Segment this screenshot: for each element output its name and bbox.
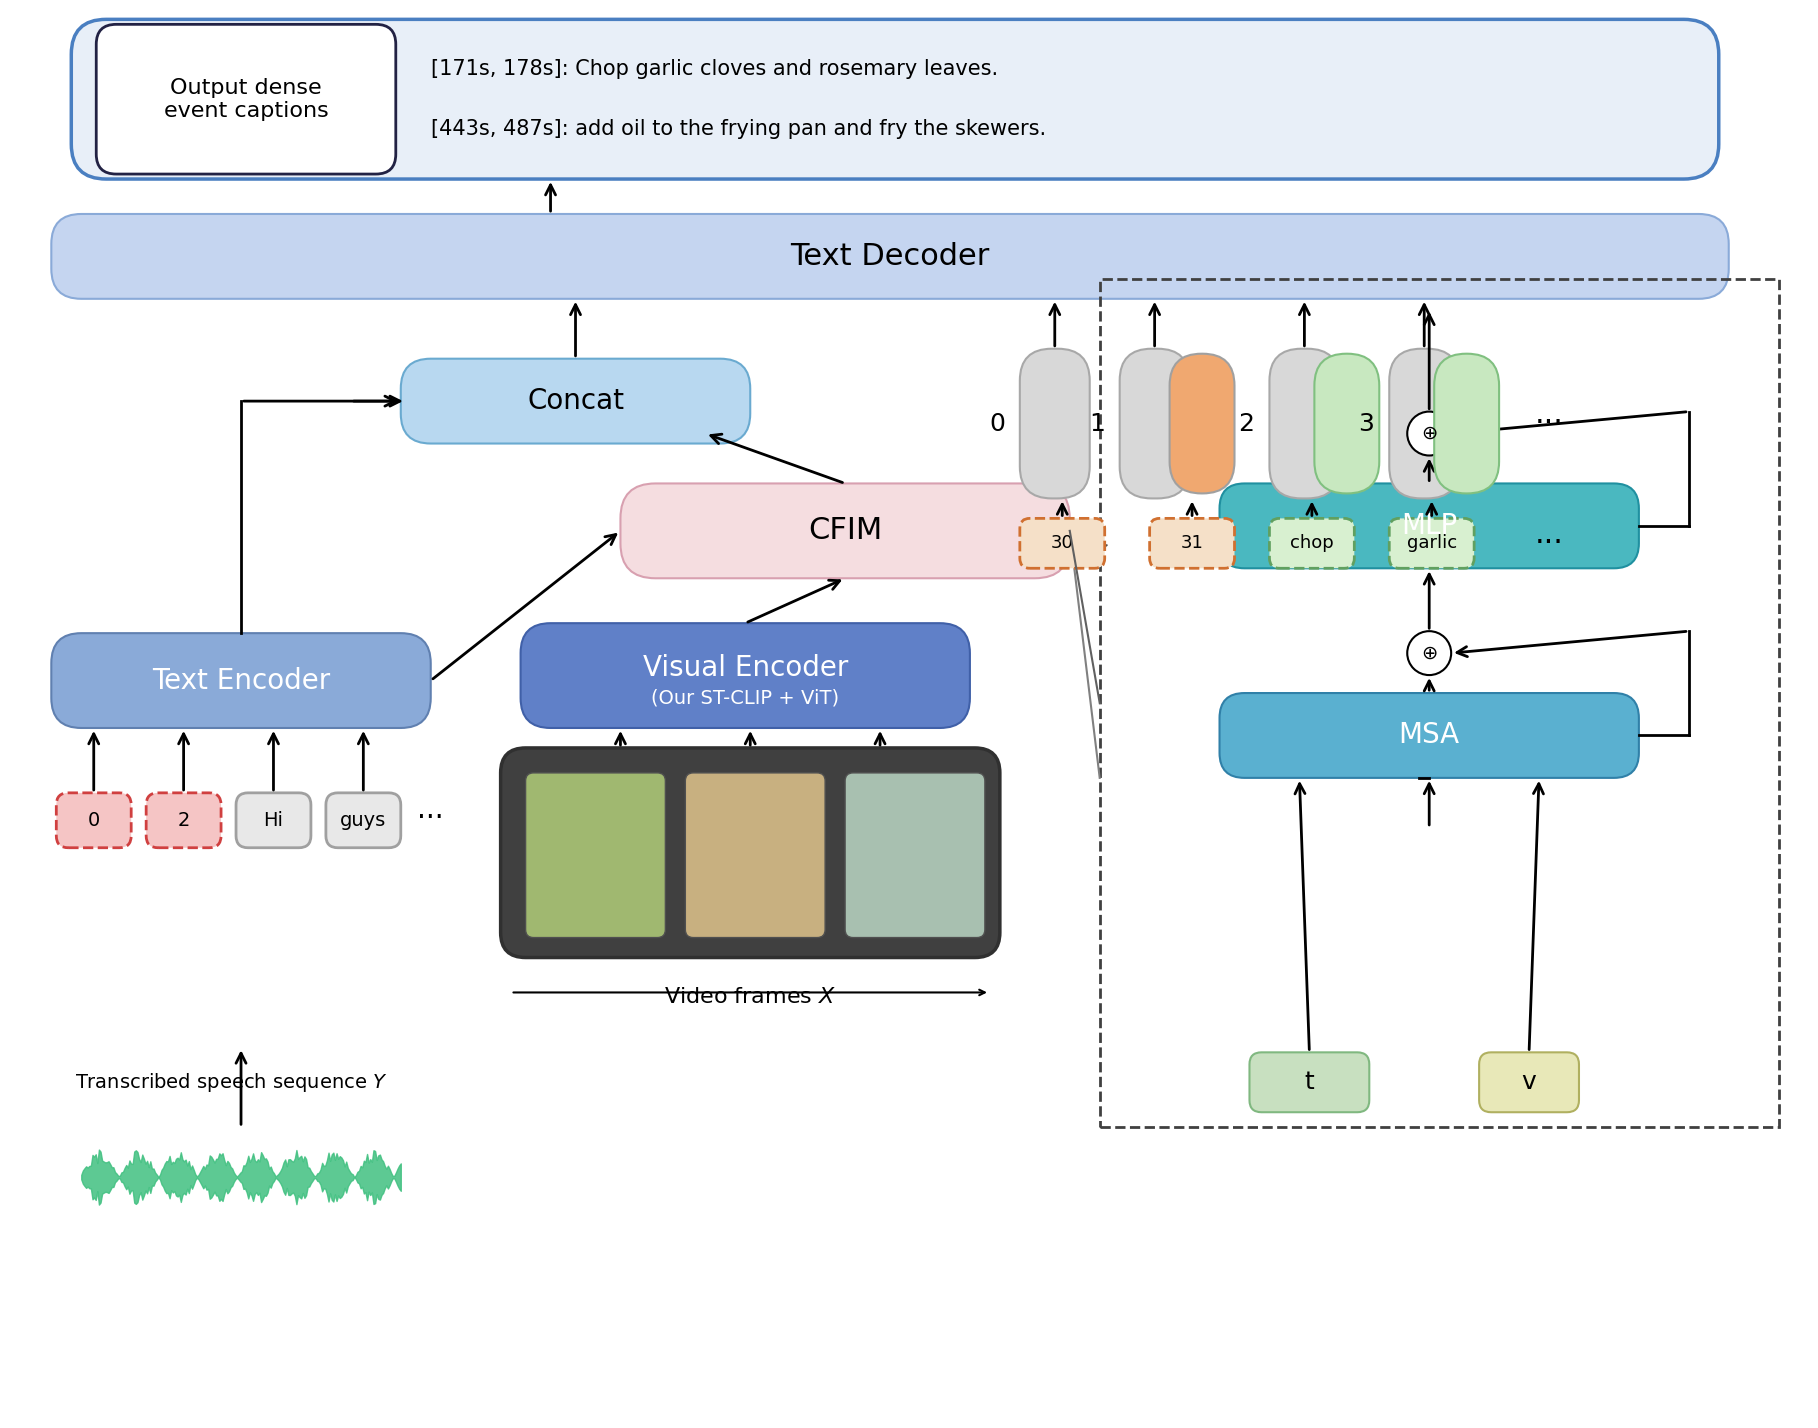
Text: CFIM: CFIM	[807, 517, 882, 545]
Text: ⊕: ⊕	[1422, 644, 1438, 663]
FancyBboxPatch shape	[1020, 518, 1105, 568]
Text: [171s, 178s]: Chop garlic cloves and rosemary leaves.: [171s, 178s]: Chop garlic cloves and ros…	[431, 59, 998, 80]
FancyBboxPatch shape	[1269, 518, 1354, 568]
Circle shape	[1407, 411, 1451, 456]
FancyBboxPatch shape	[1020, 348, 1089, 498]
Circle shape	[1407, 631, 1451, 675]
Text: (Our ST-CLIP + ViT): (Our ST-CLIP + ViT)	[651, 688, 840, 707]
Text: [443s, 487s]: add oil to the frying pan and fry the skewers.: [443s, 487s]: add oil to the frying pan …	[431, 119, 1045, 139]
FancyBboxPatch shape	[1480, 1052, 1580, 1112]
Text: Text Decoder: Text Decoder	[791, 241, 989, 271]
FancyBboxPatch shape	[51, 633, 431, 728]
FancyBboxPatch shape	[236, 793, 311, 848]
FancyBboxPatch shape	[145, 793, 222, 848]
FancyBboxPatch shape	[1269, 348, 1340, 498]
FancyBboxPatch shape	[500, 748, 1000, 958]
Text: chop: chop	[1291, 534, 1334, 553]
Text: 31: 31	[1180, 534, 1204, 553]
Text: garlic: garlic	[1407, 534, 1456, 553]
FancyBboxPatch shape	[1389, 348, 1460, 498]
Text: 0: 0	[989, 411, 1005, 436]
FancyBboxPatch shape	[1434, 354, 1500, 494]
FancyBboxPatch shape	[1120, 348, 1189, 498]
FancyBboxPatch shape	[56, 793, 131, 848]
FancyBboxPatch shape	[400, 358, 751, 444]
Text: MSA: MSA	[1398, 721, 1460, 750]
FancyBboxPatch shape	[525, 773, 665, 938]
FancyBboxPatch shape	[1249, 1052, 1369, 1112]
FancyBboxPatch shape	[1314, 354, 1380, 494]
FancyBboxPatch shape	[685, 773, 825, 938]
FancyBboxPatch shape	[1220, 693, 1638, 778]
Text: Concat: Concat	[527, 387, 624, 416]
Text: v: v	[1522, 1070, 1536, 1094]
Text: ···: ···	[1534, 528, 1563, 558]
Bar	[1100, 278, 1778, 1127]
FancyBboxPatch shape	[1169, 354, 1234, 494]
FancyBboxPatch shape	[51, 214, 1729, 298]
Text: Video frames $X$: Video frames $X$	[664, 987, 836, 1007]
Text: 0: 0	[87, 811, 100, 830]
Text: MLP: MLP	[1402, 511, 1458, 540]
FancyBboxPatch shape	[845, 773, 985, 938]
Text: Output dense
event captions: Output dense event captions	[164, 77, 329, 121]
FancyBboxPatch shape	[71, 20, 1718, 178]
Text: 2: 2	[1238, 411, 1254, 436]
Text: Transcribed speech sequence $Y$: Transcribed speech sequence $Y$	[75, 1071, 387, 1094]
Text: ⊕: ⊕	[1422, 424, 1438, 443]
FancyBboxPatch shape	[1220, 484, 1638, 568]
FancyBboxPatch shape	[96, 24, 396, 174]
Text: Text Encoder: Text Encoder	[153, 667, 331, 694]
Text: Hi: Hi	[264, 811, 284, 830]
Text: ···: ···	[418, 804, 444, 831]
Text: 3: 3	[1358, 411, 1374, 436]
Text: guys: guys	[340, 811, 387, 830]
FancyBboxPatch shape	[620, 484, 1069, 578]
Text: 1: 1	[1089, 411, 1105, 436]
Text: 30: 30	[1051, 534, 1074, 553]
Text: Visual Encoder: Visual Encoder	[642, 654, 847, 681]
FancyBboxPatch shape	[1149, 518, 1234, 568]
FancyBboxPatch shape	[520, 623, 971, 728]
FancyBboxPatch shape	[325, 793, 400, 848]
Text: t: t	[1305, 1070, 1314, 1094]
Text: ···: ···	[1534, 408, 1563, 438]
Text: 2: 2	[178, 811, 189, 830]
FancyBboxPatch shape	[1389, 518, 1474, 568]
